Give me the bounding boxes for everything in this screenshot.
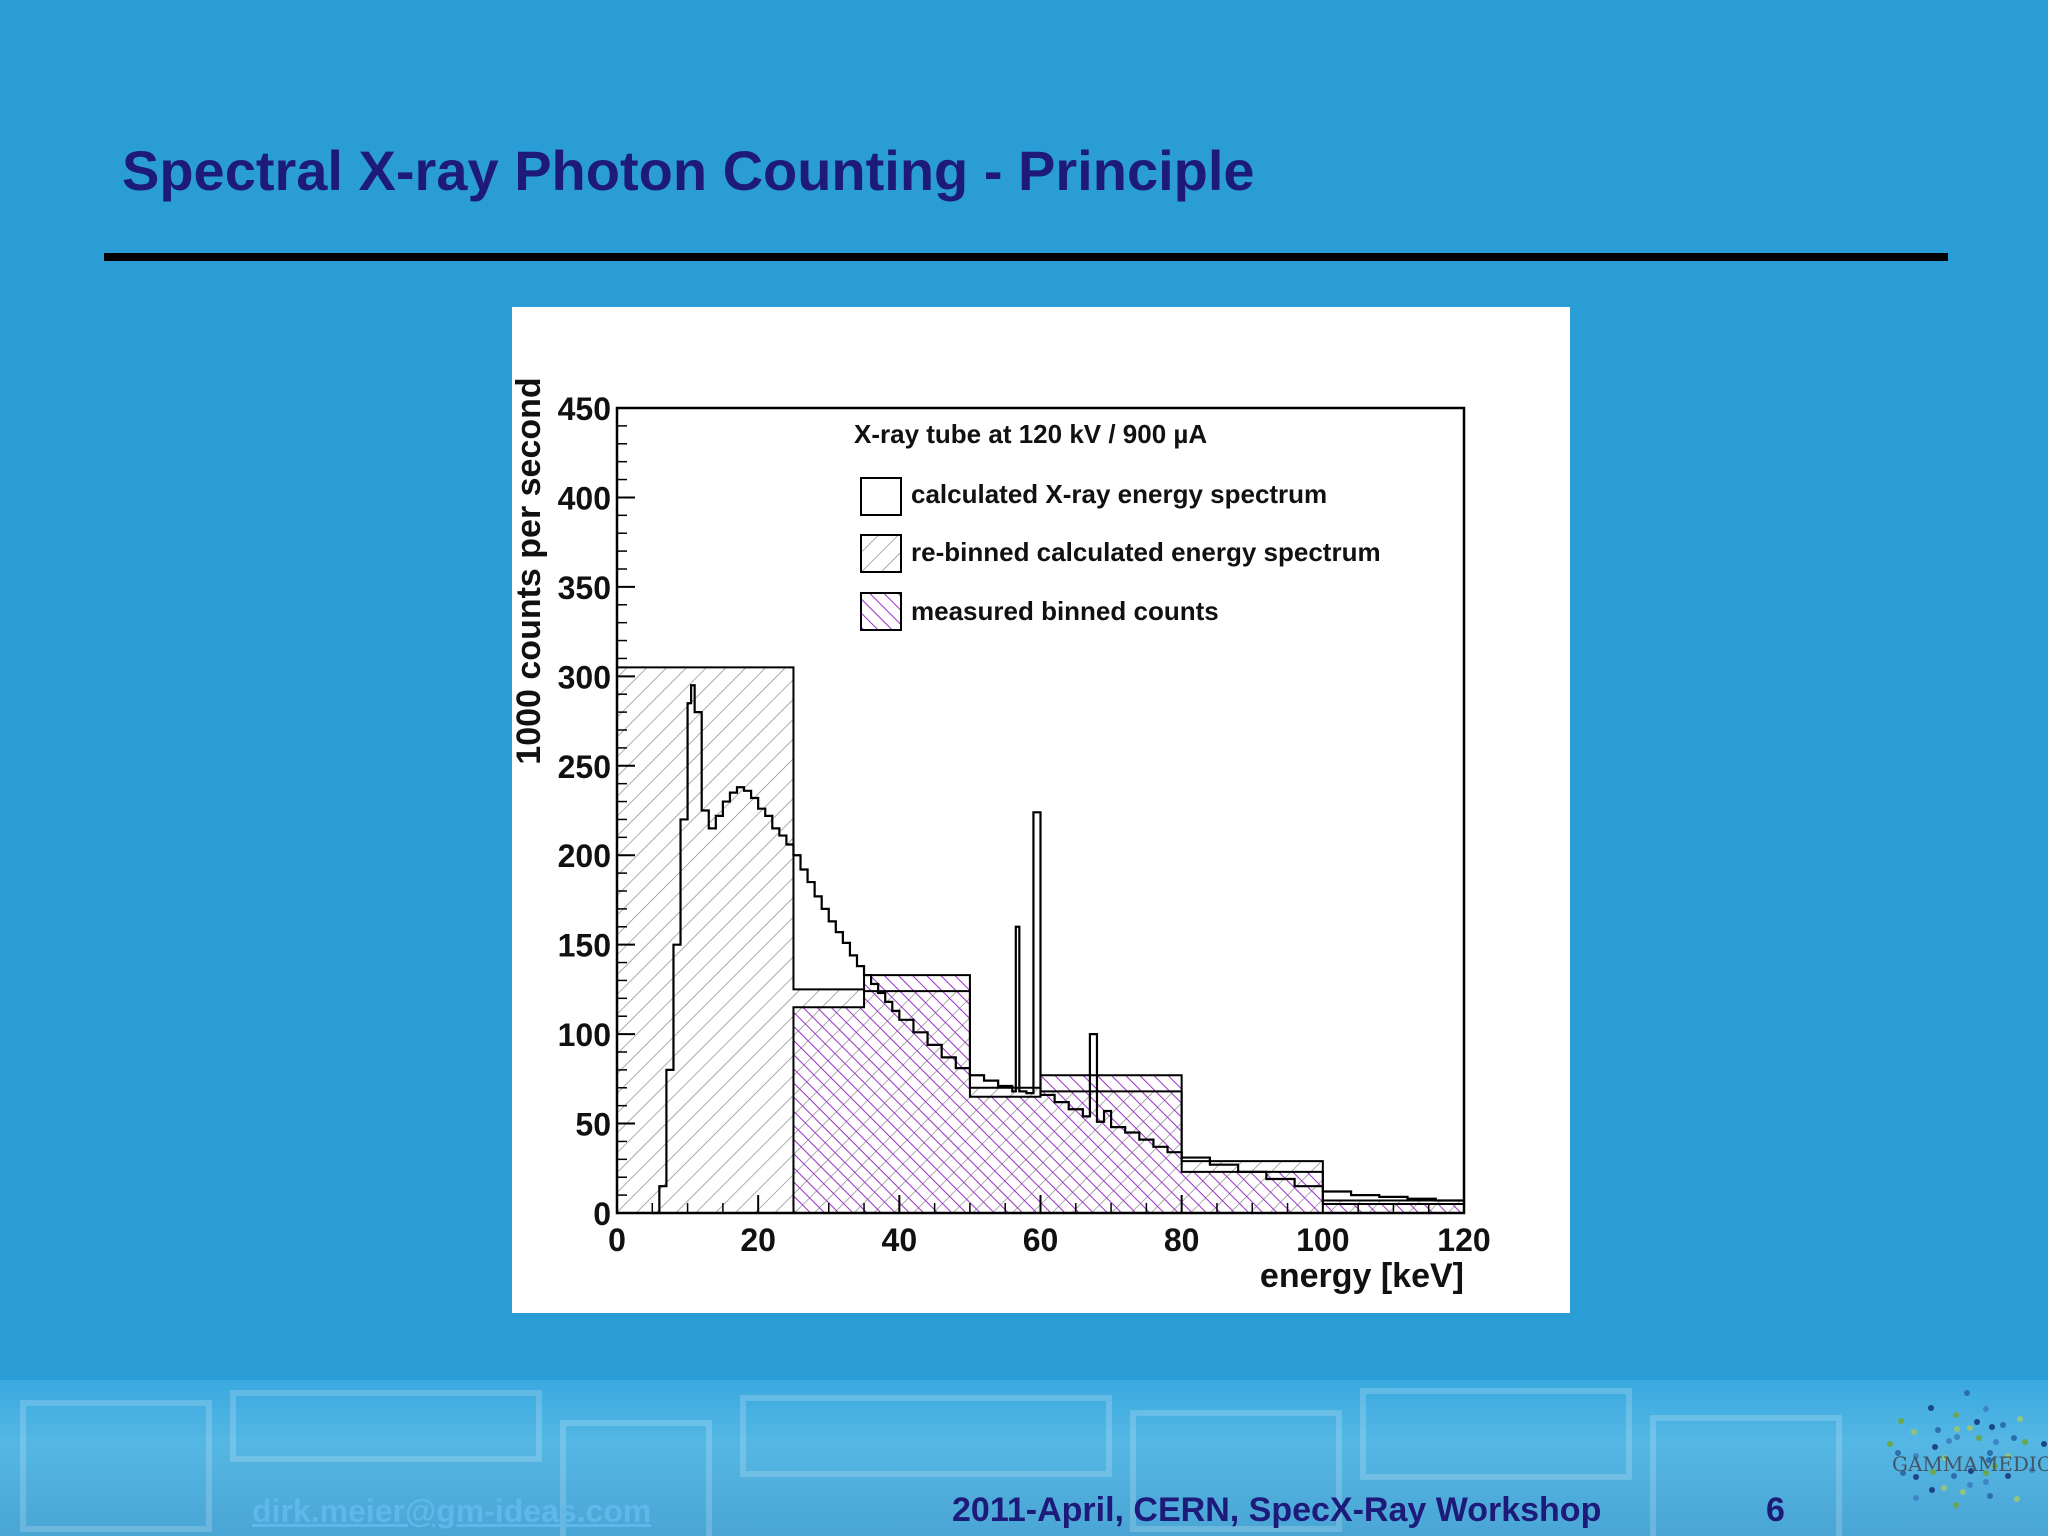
logo-dot [1966, 1425, 1973, 1432]
logo-dot [1940, 1484, 1947, 1491]
y-tick-label-250: 250 [558, 749, 611, 785]
logo-dot [1952, 1502, 1959, 1509]
y-tick-label-300: 300 [558, 659, 611, 695]
footer-banner: dirk.meier@gm-ideas.com 2011-April, CERN… [0, 1380, 2048, 1536]
logo-dot [1886, 1440, 1893, 1447]
logo-dot [1930, 1468, 1937, 1475]
logo-dot [2041, 1441, 2048, 1448]
measured-counts-series [793, 975, 1464, 1213]
legend-swatch-rebinned [860, 534, 902, 573]
logo-dot [1966, 1481, 1973, 1488]
logo-dot [1934, 1427, 1941, 1434]
logo-dot [1976, 1434, 1983, 1441]
measured-bin-1 [864, 975, 970, 1213]
logo-dot [1985, 1457, 1992, 1464]
footer-email-link[interactable]: dirk.meier@gm-ideas.com [252, 1493, 652, 1529]
legend-swatch-calculated [860, 477, 902, 516]
logo-dot [1932, 1444, 1939, 1450]
legend-swatch-measured [860, 592, 902, 631]
spectrum-histogram-chart: 0 50 100 150 200 250 300 350 400 450 0 20 40 60 80 100 1… [512, 377, 1491, 1295]
logo-dot [1993, 1438, 2000, 1445]
logo-dot [1941, 1455, 1948, 1462]
legend-label-calculated: calculated X-ray energy spectrum [911, 479, 1327, 509]
logo-dot [1952, 1412, 1959, 1419]
legend-label-measured: measured binned counts [911, 596, 1219, 626]
logo-dot [2029, 1466, 2036, 1473]
title-divider [104, 253, 1948, 261]
logo-dot [2004, 1473, 2011, 1480]
logo-dot [1946, 1438, 1953, 1445]
x-tick-label-20: 20 [740, 1222, 776, 1258]
chart-title: X-ray tube at 120 kV / 900 µA [854, 419, 1207, 449]
measured-bin-2 [969, 1096, 1041, 1213]
x-tick-label-80: 80 [1164, 1222, 1200, 1258]
logo-dot [1954, 1426, 1960, 1433]
y-axis-label: 1000 counts per second [512, 377, 548, 764]
logo-dot [1928, 1404, 1935, 1411]
x-tick-label-100: 100 [1296, 1222, 1349, 1258]
logo-dot [2005, 1452, 2012, 1459]
logo-dot [1988, 1424, 1995, 1431]
logo-dot [2016, 1415, 2023, 1422]
logo-dot [1973, 1418, 1980, 1425]
y-tick-label-100: 100 [558, 1017, 611, 1053]
logo-dot [1999, 1422, 2006, 1429]
y-tick-label-350: 350 [558, 570, 611, 606]
logo-dot [1912, 1495, 1919, 1502]
logo-dot [1982, 1406, 1989, 1413]
logo-dot [1912, 1473, 1919, 1480]
chart-panel: 0 50 100 150 200 250 300 350 400 450 0 20 40 60 80 100 1… [512, 307, 1570, 1313]
logo-dot [1986, 1492, 1993, 1499]
logo-dot [1959, 1488, 1966, 1495]
logo-dot [2014, 1495, 2021, 1502]
measured-bin-3 [1040, 1075, 1182, 1213]
rebinned-bin-0 [617, 667, 794, 1213]
gammamedica-logo: GAMMAMEDICA [1880, 1390, 2048, 1536]
y-tick-label-50: 50 [575, 1107, 611, 1143]
logo-dot [1895, 1449, 1902, 1456]
logo-dot [1964, 1390, 1971, 1396]
logo-dot [1910, 1428, 1917, 1435]
y-tick-label-0: 0 [593, 1196, 611, 1232]
calculated-spectrum-line [652, 684, 1466, 1215]
logo-dot [1991, 1463, 1998, 1470]
logo-dot [2011, 1435, 2018, 1442]
logo-dot [2022, 1439, 2029, 1446]
y-tick-label-200: 200 [558, 838, 611, 874]
logo-dot [1928, 1487, 1935, 1494]
measured-bin-0 [793, 1007, 865, 1213]
y-tick-label-150: 150 [558, 928, 611, 964]
logo-text: GAMMAMEDICA [1892, 1452, 2048, 1476]
logo-dot [1900, 1470, 1907, 1477]
page-number: 6 [1766, 1491, 1785, 1529]
x-tick-label-60: 60 [1023, 1222, 1059, 1258]
logo-dot [1913, 1452, 1920, 1459]
slide-title: Spectral X-ray Photon Counting - Princip… [122, 139, 1255, 202]
x-axis-label: energy [keV] [1260, 1257, 1464, 1295]
y-tick-label-400: 400 [558, 480, 611, 516]
x-tick-label-0: 0 [608, 1222, 626, 1258]
logo-dot [1951, 1473, 1958, 1480]
chart-axes: 0 50 100 150 200 250 300 350 400 450 0 20 40 60 80 100 1… [558, 391, 1491, 1258]
footer-event: 2011-April, CERN, SpecX-Ray Workshop [952, 1491, 1602, 1529]
x-tick-label-40: 40 [882, 1222, 918, 1258]
logo-dot [1967, 1467, 1974, 1474]
logo-dot [1987, 1450, 1994, 1456]
y-tick-label-450: 450 [558, 391, 611, 427]
logo-dot [1897, 1418, 1904, 1425]
logo-dot [1982, 1478, 1989, 1485]
x-tick-label-120: 120 [1437, 1222, 1490, 1258]
logo-dot [1953, 1433, 1960, 1440]
legend-label-rebinned: re-binned calculated energy spectrum [911, 537, 1381, 567]
logo-dot [1982, 1470, 1989, 1477]
chart-legend: calculated X-ray energy spectrum re-binn… [860, 477, 1381, 631]
